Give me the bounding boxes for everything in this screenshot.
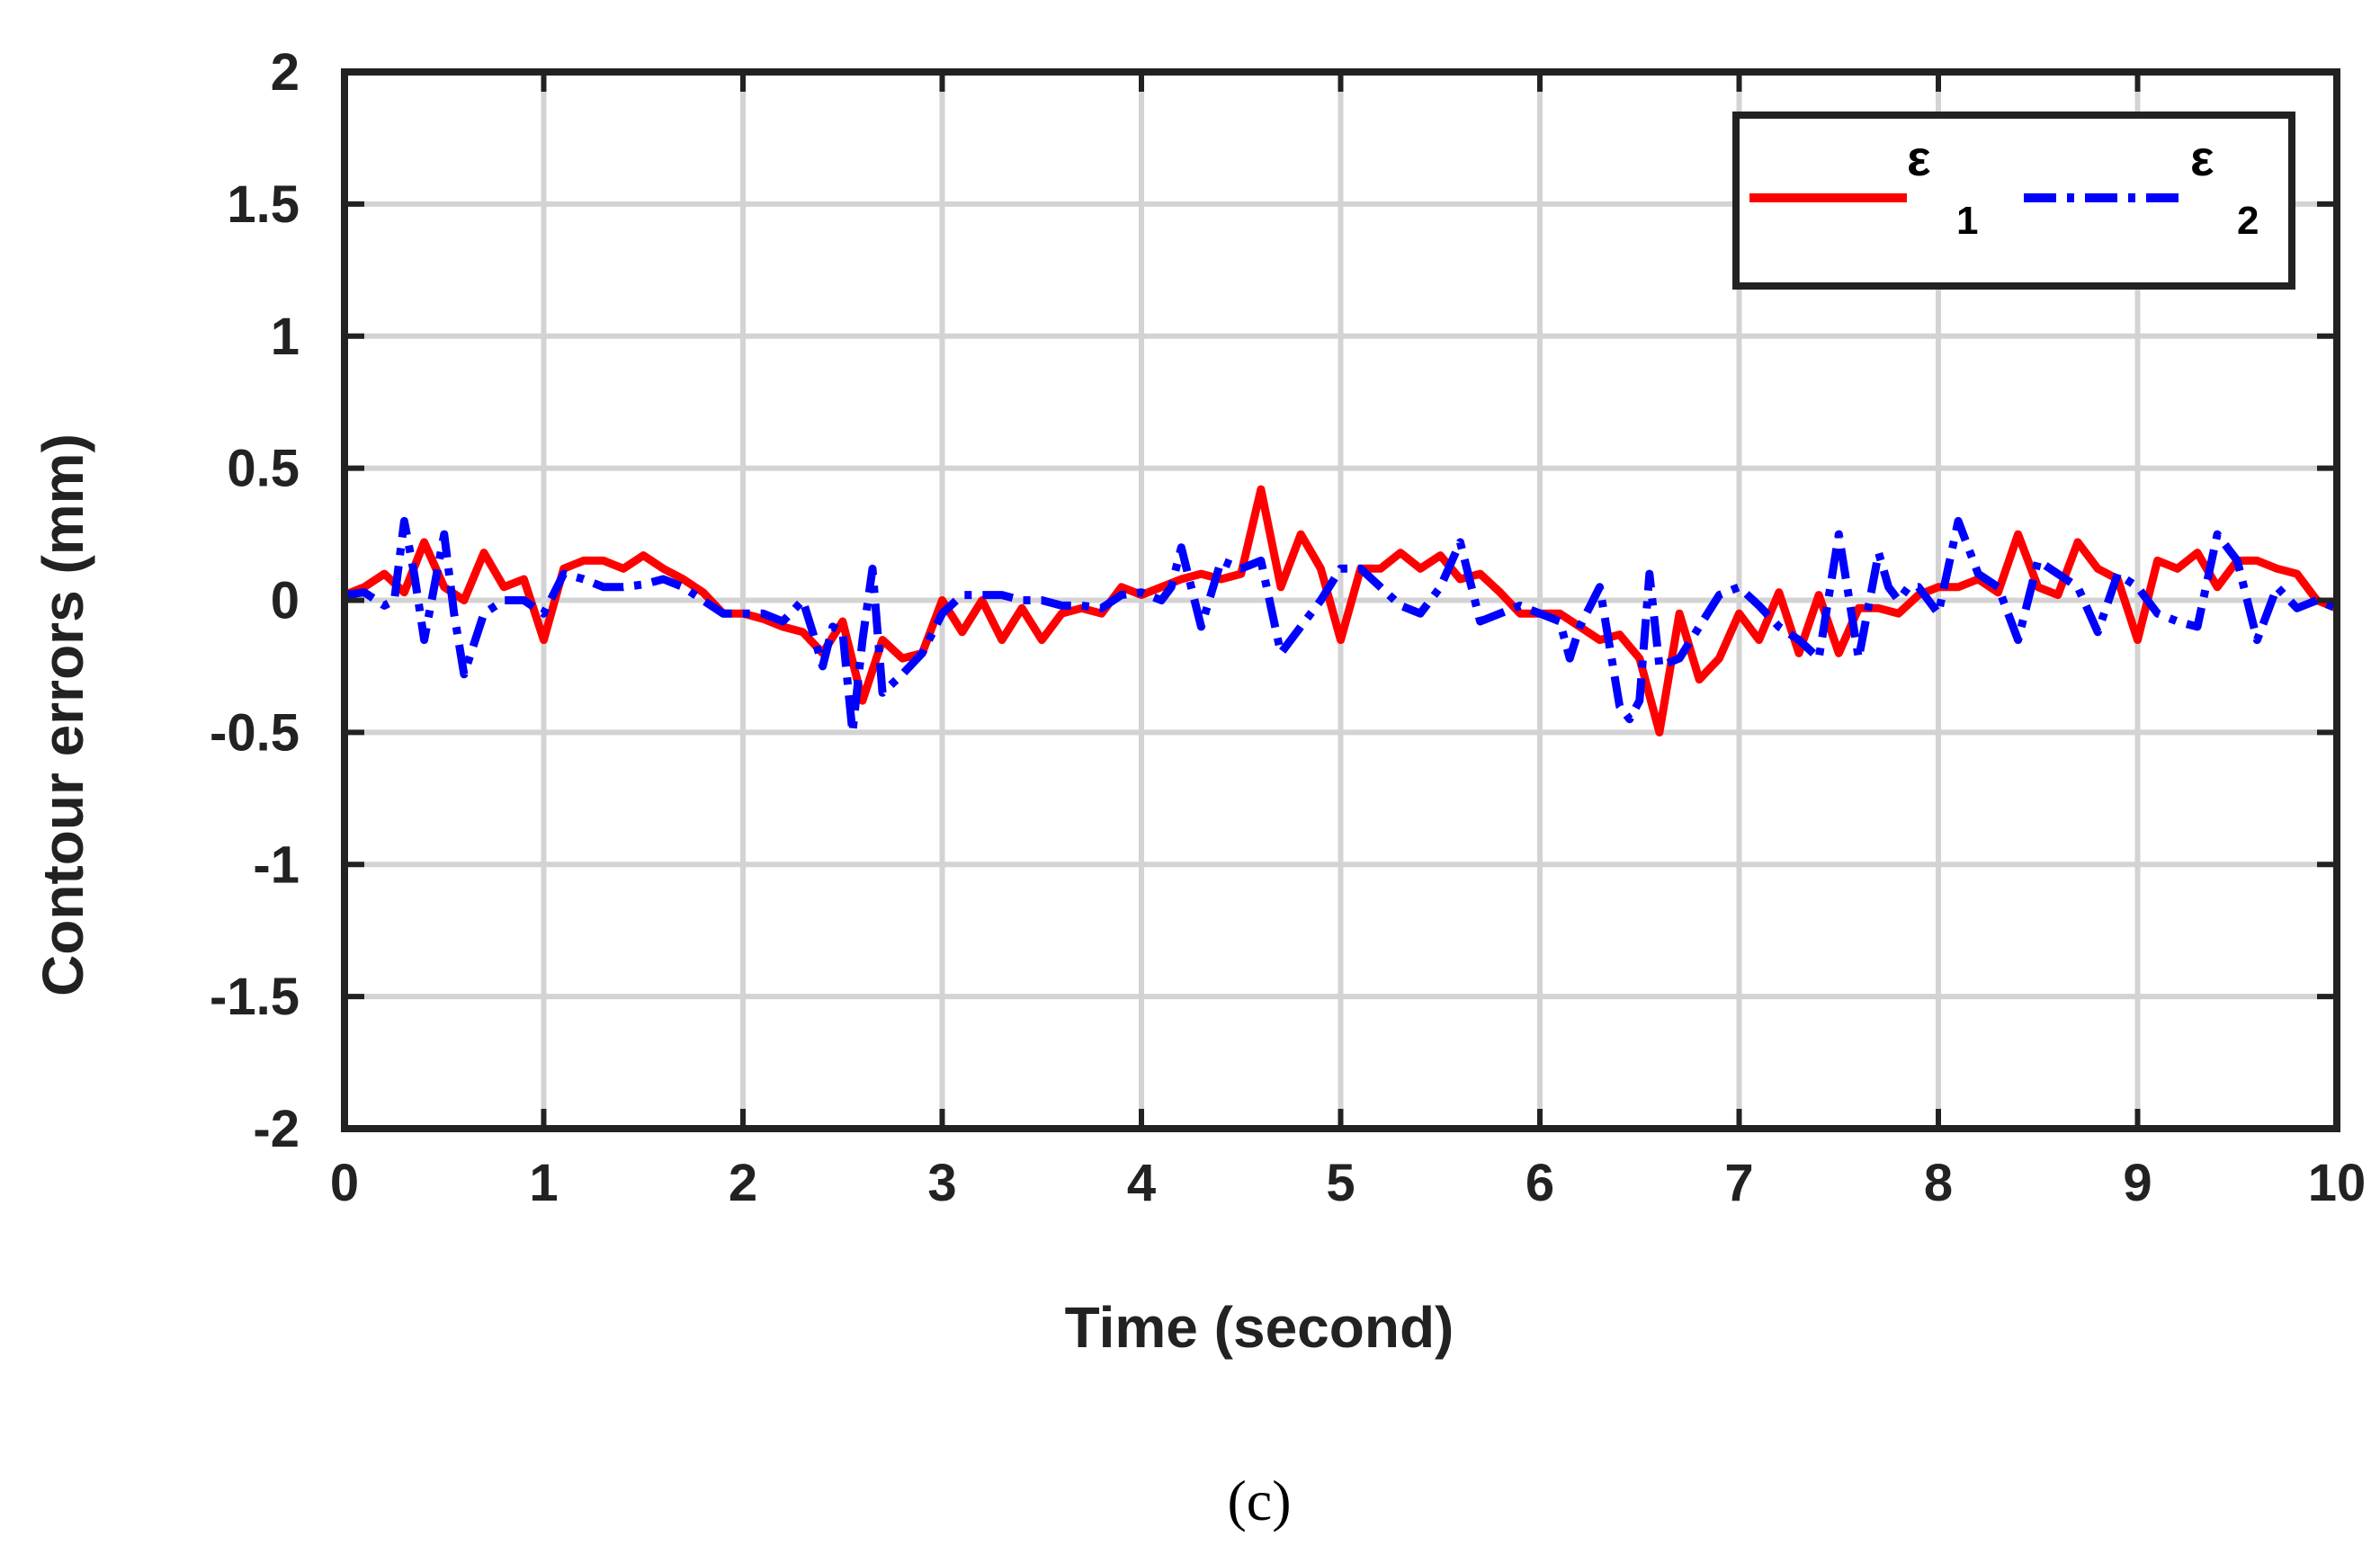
y-tick-label: -1.5: [210, 968, 300, 1026]
y-axis-title: Contour errors (mm): [31, 433, 95, 996]
y-tick-label: 0: [271, 572, 300, 630]
y-tick-label: 0.5: [227, 440, 300, 498]
legend-subscript-series-1: 1: [1956, 199, 1978, 243]
x-tick-label: 6: [1526, 1154, 1554, 1212]
figure-caption: (c): [1227, 1469, 1291, 1532]
y-tick-label: -0.5: [210, 703, 300, 762]
x-tick-label: 5: [1326, 1154, 1355, 1212]
axis-ticks: 0 1 2 3 4 5 6 7 8 9 10 2 1.5 1 0.5 0 -0.5 -1 -1.5 -2: [210, 43, 2366, 1212]
y-tick-label: -2: [253, 1100, 300, 1158]
y-tick-label: -1: [253, 835, 300, 894]
legend-subscript-series-2: 2: [2237, 199, 2259, 243]
x-tick-label: 9: [2123, 1154, 2152, 1212]
x-tick-label: 1: [529, 1154, 558, 1212]
x-tick-label: 3: [927, 1154, 956, 1212]
x-tick-label: 10: [2308, 1154, 2367, 1212]
y-tick-label: 1: [271, 308, 300, 366]
x-tick-label: 2: [729, 1154, 757, 1212]
x-tick-label: 4: [1127, 1154, 1156, 1212]
legend: ε 1 ε 2: [1732, 112, 2295, 290]
legend-label-series-2: ε: [2190, 130, 2214, 186]
x-tick-label: 7: [1724, 1154, 1753, 1212]
y-tick-label: 1.5: [227, 175, 300, 234]
legend-label-series-1: ε: [1907, 130, 1931, 186]
data-series: [343, 485, 2339, 737]
x-tick-label: 8: [1924, 1154, 1953, 1212]
y-tick-label: 2: [271, 43, 300, 102]
series-line-1: [343, 485, 2339, 737]
series-line-2: [344, 516, 2339, 737]
x-axis-title: Time (second): [1065, 1295, 1454, 1360]
x-tick-label: 0: [330, 1154, 359, 1212]
